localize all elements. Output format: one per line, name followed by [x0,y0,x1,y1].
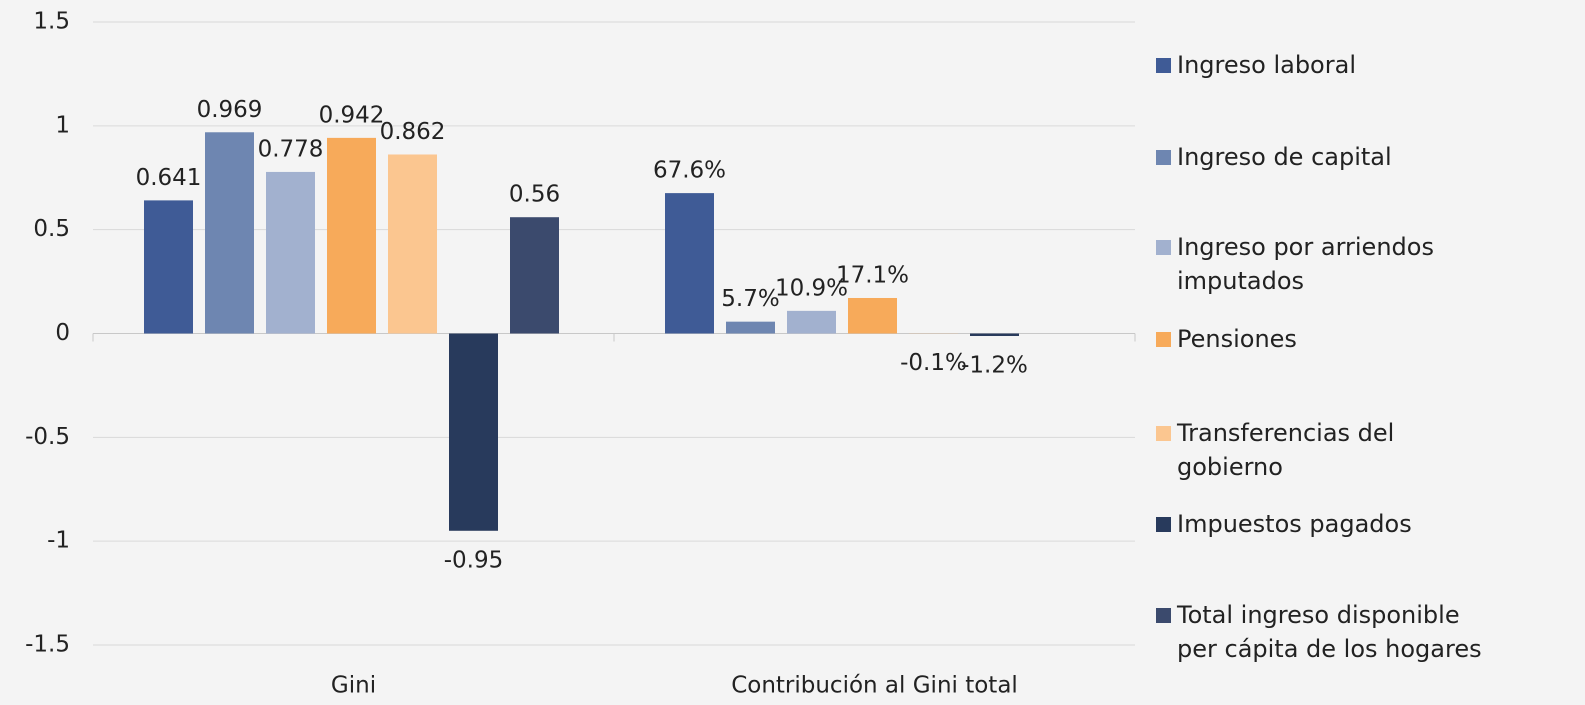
legend-label: Impuestos pagados [1177,510,1412,538]
bar [848,297,897,334]
y-tick-label: 1.5 [33,9,70,35]
value-label: -0.95 [444,547,504,573]
value-label: -0.1% [900,350,967,376]
legend-entry: Impuestos pagados [1156,507,1576,541]
value-label: 0.942 [319,102,385,128]
bar [510,217,559,334]
legend-swatch [1156,58,1171,73]
value-label: 5.7% [721,286,779,312]
x-tick-label: Contribución al Gini total [731,673,1018,699]
bar [388,154,437,334]
legend-swatch [1156,608,1171,623]
legend-entry: Total ingreso disponible per cápita de l… [1156,598,1576,666]
legend-label: Ingreso por arriendos imputados [1177,233,1434,295]
bar [205,132,254,334]
legend-swatch [1156,426,1171,441]
legend-label: Pensiones [1177,325,1297,353]
bar [665,193,714,334]
value-label: 10.9% [775,275,848,301]
legend-label: Transferencias del gobierno [1177,419,1395,481]
value-label: 0.862 [380,119,446,145]
value-label: 0.778 [258,136,324,162]
legend-entry: Transferencias del gobierno [1156,416,1576,484]
value-label: 0.969 [197,97,263,123]
value-label: -1.2% [961,352,1028,378]
x-tick-label: Gini [331,673,376,699]
bar [726,321,775,334]
legend-swatch [1156,517,1171,532]
legend-entry: Pensiones [1156,322,1576,356]
y-tick-label: -1 [47,528,70,554]
bar [970,333,1019,336]
bar [327,137,376,334]
legend-entry: Ingreso por arriendos imputados [1156,230,1576,298]
y-tick-label: 0 [55,320,70,346]
y-tick-label: 1 [55,112,70,138]
legend-swatch [1156,332,1171,347]
value-label: 0.56 [509,182,560,208]
legend-entry: Ingreso laboral [1156,48,1576,82]
bar [449,333,498,531]
legend-label: Ingreso laboral [1177,51,1356,79]
legend-label: Total ingreso disponible per cápita de l… [1177,601,1482,663]
bar [144,200,193,334]
legend-swatch [1156,240,1171,255]
value-label: 17.1% [836,262,909,288]
legend-label: Ingreso de capital [1177,143,1392,171]
y-tick-label: -1.5 [25,632,70,658]
value-label: 0.641 [136,165,202,191]
y-tick-label: -0.5 [25,424,70,450]
bar [787,310,836,334]
legend-entry: Ingreso de capital [1156,140,1576,174]
y-tick-label: 0.5 [33,216,70,242]
bar [266,171,315,334]
value-label: 67.6% [653,158,726,184]
legend-swatch [1156,150,1171,165]
